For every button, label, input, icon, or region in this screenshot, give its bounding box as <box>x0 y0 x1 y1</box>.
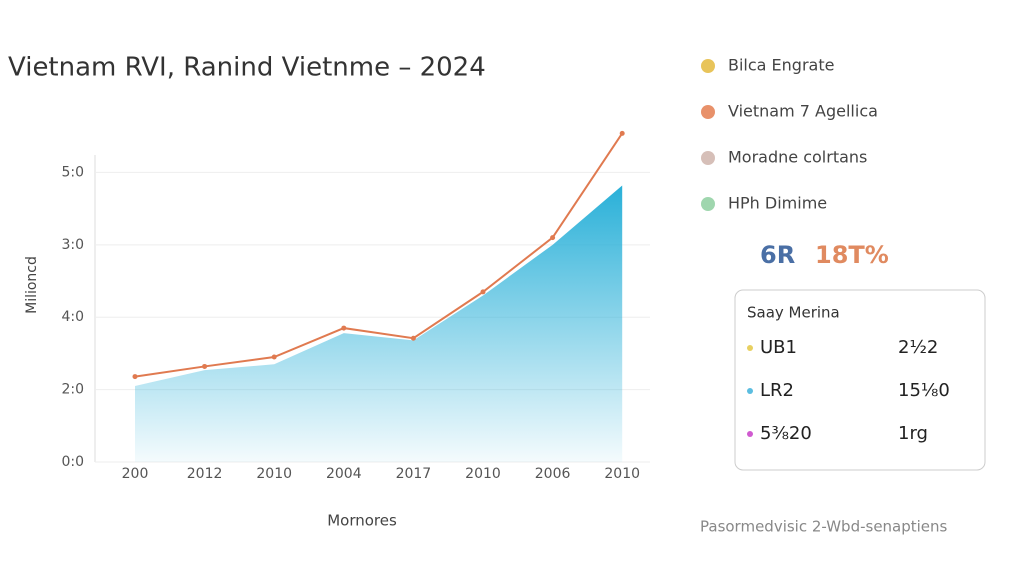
x-tick-label: 2004 <box>326 466 362 482</box>
point <box>132 374 138 380</box>
legend-label: Vietnam 7 Agellica <box>728 102 878 121</box>
row-label: UB1 <box>760 337 797 358</box>
row-marker <box>747 431 753 437</box>
row-marker <box>747 388 753 394</box>
point <box>480 289 486 295</box>
point <box>619 130 625 136</box>
chart-title: Vietnam RVI, Ranind Vietnme – 2024 <box>8 53 486 83</box>
row-marker <box>747 345 753 351</box>
y-tick-label: 4:0 <box>61 309 84 325</box>
y-tick-label: 2:0 <box>61 382 84 398</box>
x-tick-label: 2006 <box>535 466 571 482</box>
area <box>135 185 623 462</box>
row-label: LR2 <box>760 380 794 401</box>
point <box>271 354 277 360</box>
legend-marker <box>701 197 715 211</box>
y-tick-label: 0:0 <box>61 454 84 470</box>
y-tick-label: 5:0 <box>61 164 84 180</box>
legend-label: Bilca Engrate <box>728 56 834 75</box>
point <box>341 325 347 331</box>
row-value: 2½2 <box>898 337 938 358</box>
y-tick-label: 3:0 <box>61 237 84 253</box>
point <box>550 235 556 241</box>
x-tick-label: 2010 <box>256 466 292 482</box>
legend-marker <box>701 151 715 165</box>
stat: 6R <box>760 241 795 269</box>
row-value: 1rg <box>898 423 928 444</box>
row-label: 5⅜20 <box>760 423 812 444</box>
legend-label: HPh Dimime <box>728 194 827 213</box>
point <box>410 335 416 341</box>
stat: 18T% <box>815 241 889 269</box>
point <box>202 363 208 369</box>
legend-label: Moradne colrtans <box>728 148 867 167</box>
legend-marker <box>701 105 715 119</box>
x-tick-label: 2010 <box>604 466 640 482</box>
x-tick-label: 2010 <box>465 466 501 482</box>
row-value: 15⅛0 <box>898 380 950 401</box>
footer: Pasormedvisic 2-Wbd-senaptiens <box>700 518 948 536</box>
x-tick-label: 200 <box>122 466 149 482</box>
summary-title: Saay Merina <box>747 304 840 322</box>
x-axis-label: Mornores <box>327 512 397 530</box>
x-tick-label: 2017 <box>396 466 432 482</box>
y-axis-label: Milioncd <box>24 256 40 314</box>
summary-box <box>734 289 986 471</box>
x-tick-label: 2012 <box>187 466 223 482</box>
legend-marker <box>701 59 715 73</box>
line <box>134 132 624 378</box>
